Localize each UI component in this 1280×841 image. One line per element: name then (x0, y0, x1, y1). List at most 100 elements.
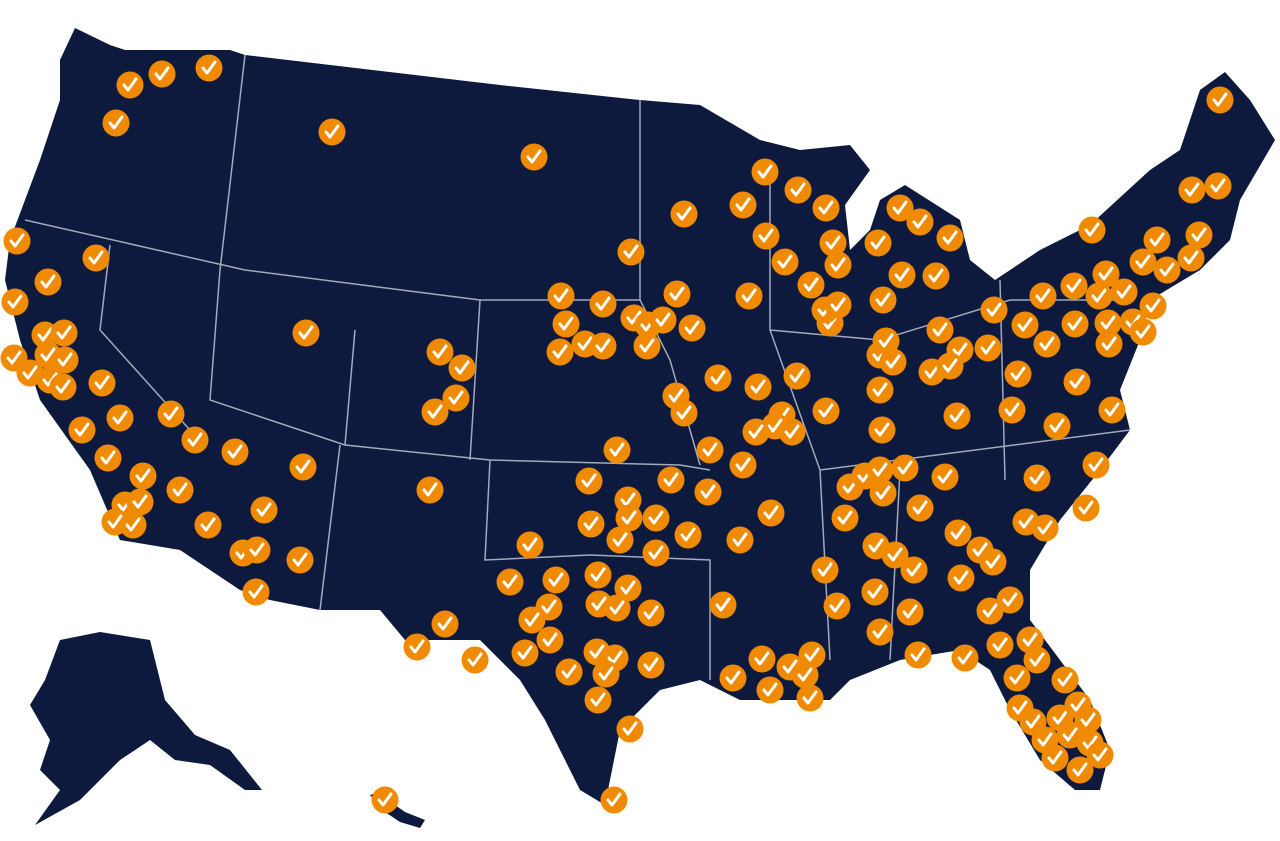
location-marker[interactable] (1086, 741, 1114, 769)
location-marker[interactable] (194, 511, 222, 539)
location-marker[interactable] (555, 658, 583, 686)
location-marker[interactable] (866, 376, 894, 404)
location-marker[interactable] (726, 526, 754, 554)
location-marker[interactable] (1139, 292, 1167, 320)
location-marker[interactable] (1011, 311, 1039, 339)
location-marker[interactable] (872, 327, 900, 355)
location-marker[interactable] (642, 504, 670, 532)
location-marker[interactable] (649, 306, 677, 334)
location-marker[interactable] (998, 396, 1026, 424)
location-marker[interactable] (1129, 248, 1157, 276)
location-marker[interactable] (943, 402, 971, 430)
location-marker[interactable] (221, 438, 249, 466)
location-marker[interactable] (742, 418, 770, 446)
location-marker[interactable] (1085, 282, 1113, 310)
location-marker[interactable] (1023, 464, 1051, 492)
location-marker[interactable] (603, 436, 631, 464)
location-marker[interactable] (426, 338, 454, 366)
location-marker[interactable] (243, 536, 271, 564)
location-marker[interactable] (1063, 368, 1091, 396)
location-marker[interactable] (674, 521, 702, 549)
location-marker[interactable] (1029, 282, 1057, 310)
location-marker[interactable] (757, 499, 785, 527)
location-marker[interactable] (1072, 494, 1100, 522)
location-marker[interactable] (1004, 360, 1032, 388)
location-marker[interactable] (547, 282, 575, 310)
location-marker[interactable] (797, 271, 825, 299)
location-marker[interactable] (34, 268, 62, 296)
location-marker[interactable] (709, 591, 737, 619)
location-marker[interactable] (589, 290, 617, 318)
location-marker[interactable] (448, 354, 476, 382)
location-marker[interactable] (719, 664, 747, 692)
location-marker[interactable] (496, 568, 524, 596)
location-marker[interactable] (926, 316, 954, 344)
location-marker[interactable] (879, 348, 907, 376)
location-marker[interactable] (1041, 744, 1069, 772)
location-marker[interactable] (518, 606, 546, 634)
location-marker[interactable] (869, 479, 897, 507)
location-marker[interactable] (947, 564, 975, 592)
location-marker[interactable] (868, 416, 896, 444)
location-marker[interactable] (812, 194, 840, 222)
location-marker[interactable] (51, 346, 79, 374)
location-marker[interactable] (148, 60, 176, 88)
location-marker[interactable] (286, 546, 314, 574)
location-marker[interactable] (250, 496, 278, 524)
location-marker[interactable] (617, 238, 645, 266)
location-marker[interactable] (129, 462, 157, 490)
location-marker[interactable] (1060, 272, 1088, 300)
location-marker[interactable] (824, 251, 852, 279)
location-marker[interactable] (589, 332, 617, 360)
location-marker[interactable] (289, 453, 317, 481)
location-marker[interactable] (944, 519, 972, 547)
location-marker[interactable] (1129, 318, 1157, 346)
location-marker[interactable] (906, 494, 934, 522)
location-marker[interactable] (116, 71, 144, 99)
location-marker[interactable] (1110, 278, 1138, 306)
location-marker[interactable] (670, 399, 698, 427)
location-marker[interactable] (783, 362, 811, 390)
location-marker[interactable] (371, 786, 399, 814)
location-marker[interactable] (1177, 244, 1205, 272)
location-marker[interactable] (1092, 260, 1120, 288)
location-marker[interactable] (49, 373, 77, 401)
location-marker[interactable] (615, 504, 643, 532)
location-marker[interactable] (748, 645, 776, 673)
location-marker[interactable] (869, 286, 897, 314)
location-marker[interactable] (931, 463, 959, 491)
location-marker[interactable] (542, 566, 570, 594)
location-marker[interactable] (442, 384, 470, 412)
location-marker[interactable] (812, 397, 840, 425)
location-marker[interactable] (751, 158, 779, 186)
location-marker[interactable] (657, 466, 685, 494)
location-marker[interactable] (94, 444, 122, 472)
location-marker[interactable] (936, 352, 964, 380)
location-marker[interactable] (791, 661, 819, 689)
location-marker[interactable] (88, 369, 116, 397)
location-marker[interactable] (1033, 330, 1061, 358)
location-marker[interactable] (824, 291, 852, 319)
location-marker[interactable] (536, 626, 564, 654)
location-marker[interactable] (119, 511, 147, 539)
location-marker[interactable] (866, 618, 894, 646)
location-marker[interactable] (1153, 256, 1181, 284)
location-marker[interactable] (778, 418, 806, 446)
location-marker[interactable] (520, 143, 548, 171)
location-marker[interactable] (166, 476, 194, 504)
location-marker[interactable] (1, 288, 29, 316)
location-marker[interactable] (614, 574, 642, 602)
location-marker[interactable] (771, 248, 799, 276)
location-marker[interactable] (670, 200, 698, 228)
location-marker[interactable] (922, 262, 950, 290)
location-marker[interactable] (976, 597, 1004, 625)
location-marker[interactable] (1051, 666, 1079, 694)
location-marker[interactable] (936, 224, 964, 252)
location-marker[interactable] (904, 641, 932, 669)
location-marker[interactable] (195, 54, 223, 82)
location-marker[interactable] (126, 488, 154, 516)
location-marker[interactable] (663, 280, 691, 308)
location-marker[interactable] (1082, 451, 1110, 479)
location-marker[interactable] (996, 586, 1024, 614)
location-marker[interactable] (1061, 310, 1089, 338)
